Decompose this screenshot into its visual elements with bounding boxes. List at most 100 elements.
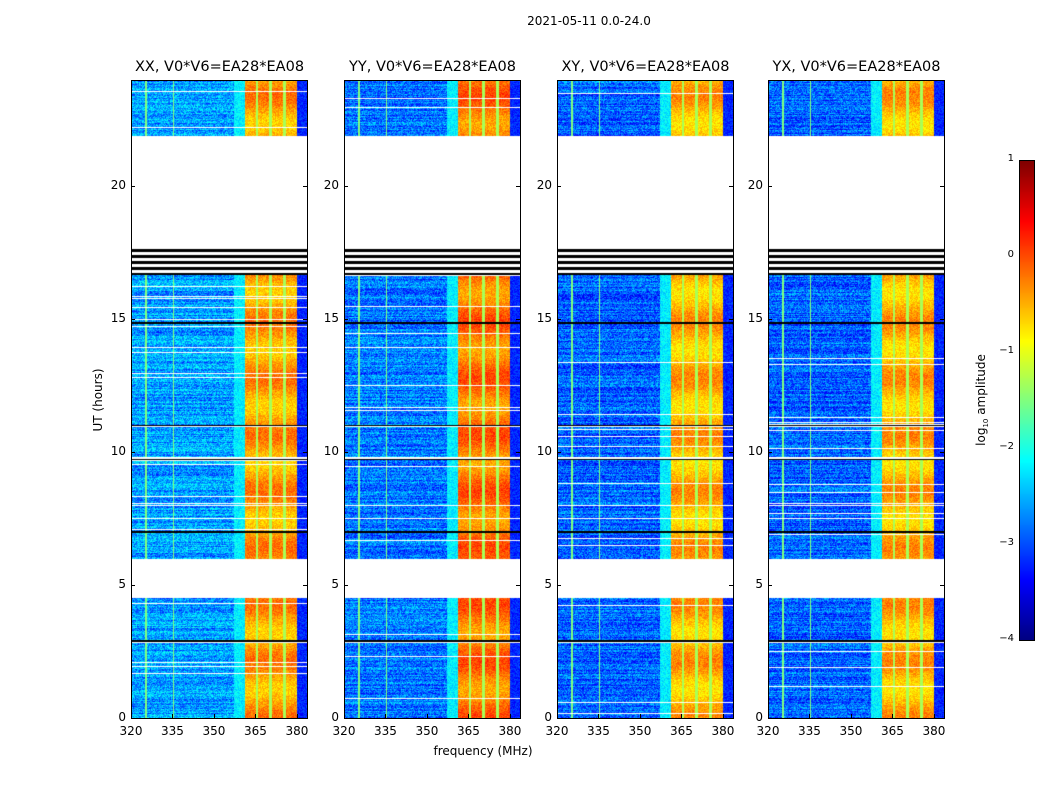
y-tick-mark (131, 319, 135, 321)
y-tick-mark (768, 585, 772, 587)
y-tick-mark (729, 718, 733, 719)
y-tick-label: 0 (331, 710, 339, 724)
y-tick-mark (303, 319, 307, 321)
x-tick-mark (468, 714, 470, 718)
y-tick-mark (516, 186, 520, 188)
x-tick-mark (255, 714, 257, 718)
panel-title: YY, V0*V6=EA28*EA08 (349, 59, 516, 75)
heatmap-cells (769, 81, 944, 718)
y-tick-mark (344, 718, 348, 719)
colorbar-label-sub: 10 (982, 418, 991, 428)
x-tick-label: 365 (670, 724, 693, 738)
x-tick-label: 380 (922, 724, 946, 738)
colorbar-tick-label: −4 (999, 633, 1014, 644)
y-tick-label: 10 (110, 444, 126, 459)
y-tick-mark (557, 319, 561, 321)
y-tick-mark (768, 186, 772, 188)
x-axis-label: frequency (MHz) (433, 744, 533, 758)
figure-title: 2021-05-11 0.0-24.0 (527, 14, 651, 28)
colorbar-tick-label: 1 (1007, 153, 1014, 164)
x-tick-label: 335 (587, 724, 610, 738)
x-tick-mark (598, 714, 600, 718)
y-tick-label: 10 (536, 444, 552, 459)
x-tick-mark (557, 714, 558, 718)
heatmap-cells (345, 81, 520, 718)
x-tick-mark (639, 714, 641, 718)
x-tick-mark (131, 714, 132, 718)
y-tick-mark (940, 452, 944, 454)
colorbar-tick-label: −3 (999, 537, 1014, 548)
y-tick-mark (131, 585, 135, 587)
colorbar-tick-label: −1 (999, 345, 1014, 356)
heatmap-cells (558, 81, 733, 718)
colorbar (1019, 160, 1035, 641)
x-tick-label: 380 (498, 724, 522, 738)
y-tick-mark (131, 452, 135, 454)
colorbar-label: log10 amplitude (974, 354, 990, 446)
y-tick-mark (516, 452, 520, 454)
y-tick-label: 0 (544, 710, 552, 724)
y-tick-mark (303, 452, 307, 454)
x-tick-label: 350 (839, 724, 863, 738)
y-tick-mark (131, 718, 135, 719)
y-tick-label: 5 (118, 577, 126, 592)
panel-title: XX, V0*V6=EA28*EA08 (134, 59, 305, 75)
x-tick-label: 365 (457, 724, 480, 738)
y-tick-label: 15 (110, 311, 126, 326)
y-tick-label: 10 (323, 444, 339, 459)
x-tick-mark (722, 714, 724, 718)
x-tick-label: 350 (415, 724, 439, 738)
y-tick-mark (557, 452, 561, 454)
x-tick-label: 335 (798, 724, 821, 738)
colorbar-label-rest: amplitude (973, 354, 988, 419)
x-tick-label: 335 (374, 724, 397, 738)
y-tick-mark (344, 452, 348, 454)
y-tick-mark (516, 718, 520, 719)
x-tick-label: 320 (119, 724, 143, 738)
y-tick-label: 5 (544, 577, 552, 592)
y-tick-mark (729, 452, 733, 454)
colorbar-tick-label: −2 (999, 441, 1014, 452)
colorbar-tick-label: 0 (1007, 249, 1014, 260)
x-tick-mark (809, 714, 811, 718)
panel-title: YX, V0*V6=EA28*EA08 (772, 59, 941, 75)
x-tick-label: 350 (202, 724, 226, 738)
x-tick-label: 350 (628, 724, 652, 738)
x-tick-mark (426, 714, 428, 718)
x-tick-mark (296, 714, 298, 718)
x-tick-mark (681, 714, 683, 718)
y-tick-mark (768, 718, 772, 719)
y-tick-mark (729, 585, 733, 587)
y-tick-label: 15 (323, 311, 339, 326)
colorbar-label-main: log (973, 427, 988, 446)
y-tick-label: 15 (536, 311, 552, 326)
x-tick-label: 320 (332, 724, 356, 738)
y-tick-mark (344, 186, 348, 188)
y-tick-label: 20 (536, 178, 552, 193)
y-tick-label: 10 (747, 444, 763, 459)
y-tick-mark (516, 319, 520, 321)
x-tick-label: 335 (161, 724, 184, 738)
y-tick-mark (303, 718, 307, 719)
y-tick-label: 20 (110, 178, 126, 193)
x-tick-label: 365 (244, 724, 267, 738)
y-tick-label: 20 (747, 178, 763, 193)
x-tick-label: 365 (881, 724, 904, 738)
y-tick-label: 5 (331, 577, 339, 592)
y-tick-mark (940, 718, 944, 719)
x-tick-mark (933, 714, 935, 718)
y-tick-label: 0 (118, 710, 126, 724)
y-tick-mark (768, 319, 772, 321)
y-axis-label: UT (hours) (91, 368, 105, 432)
y-tick-mark (729, 319, 733, 321)
y-tick-mark (557, 718, 561, 719)
y-tick-mark (516, 585, 520, 587)
y-tick-mark (557, 585, 561, 587)
y-tick-mark (303, 186, 307, 188)
x-tick-label: 320 (545, 724, 569, 738)
y-tick-mark (940, 585, 944, 587)
heatmap-panel (768, 80, 945, 719)
heatmap-panel (131, 80, 308, 719)
y-tick-mark (768, 452, 772, 454)
x-tick-mark (385, 714, 387, 718)
